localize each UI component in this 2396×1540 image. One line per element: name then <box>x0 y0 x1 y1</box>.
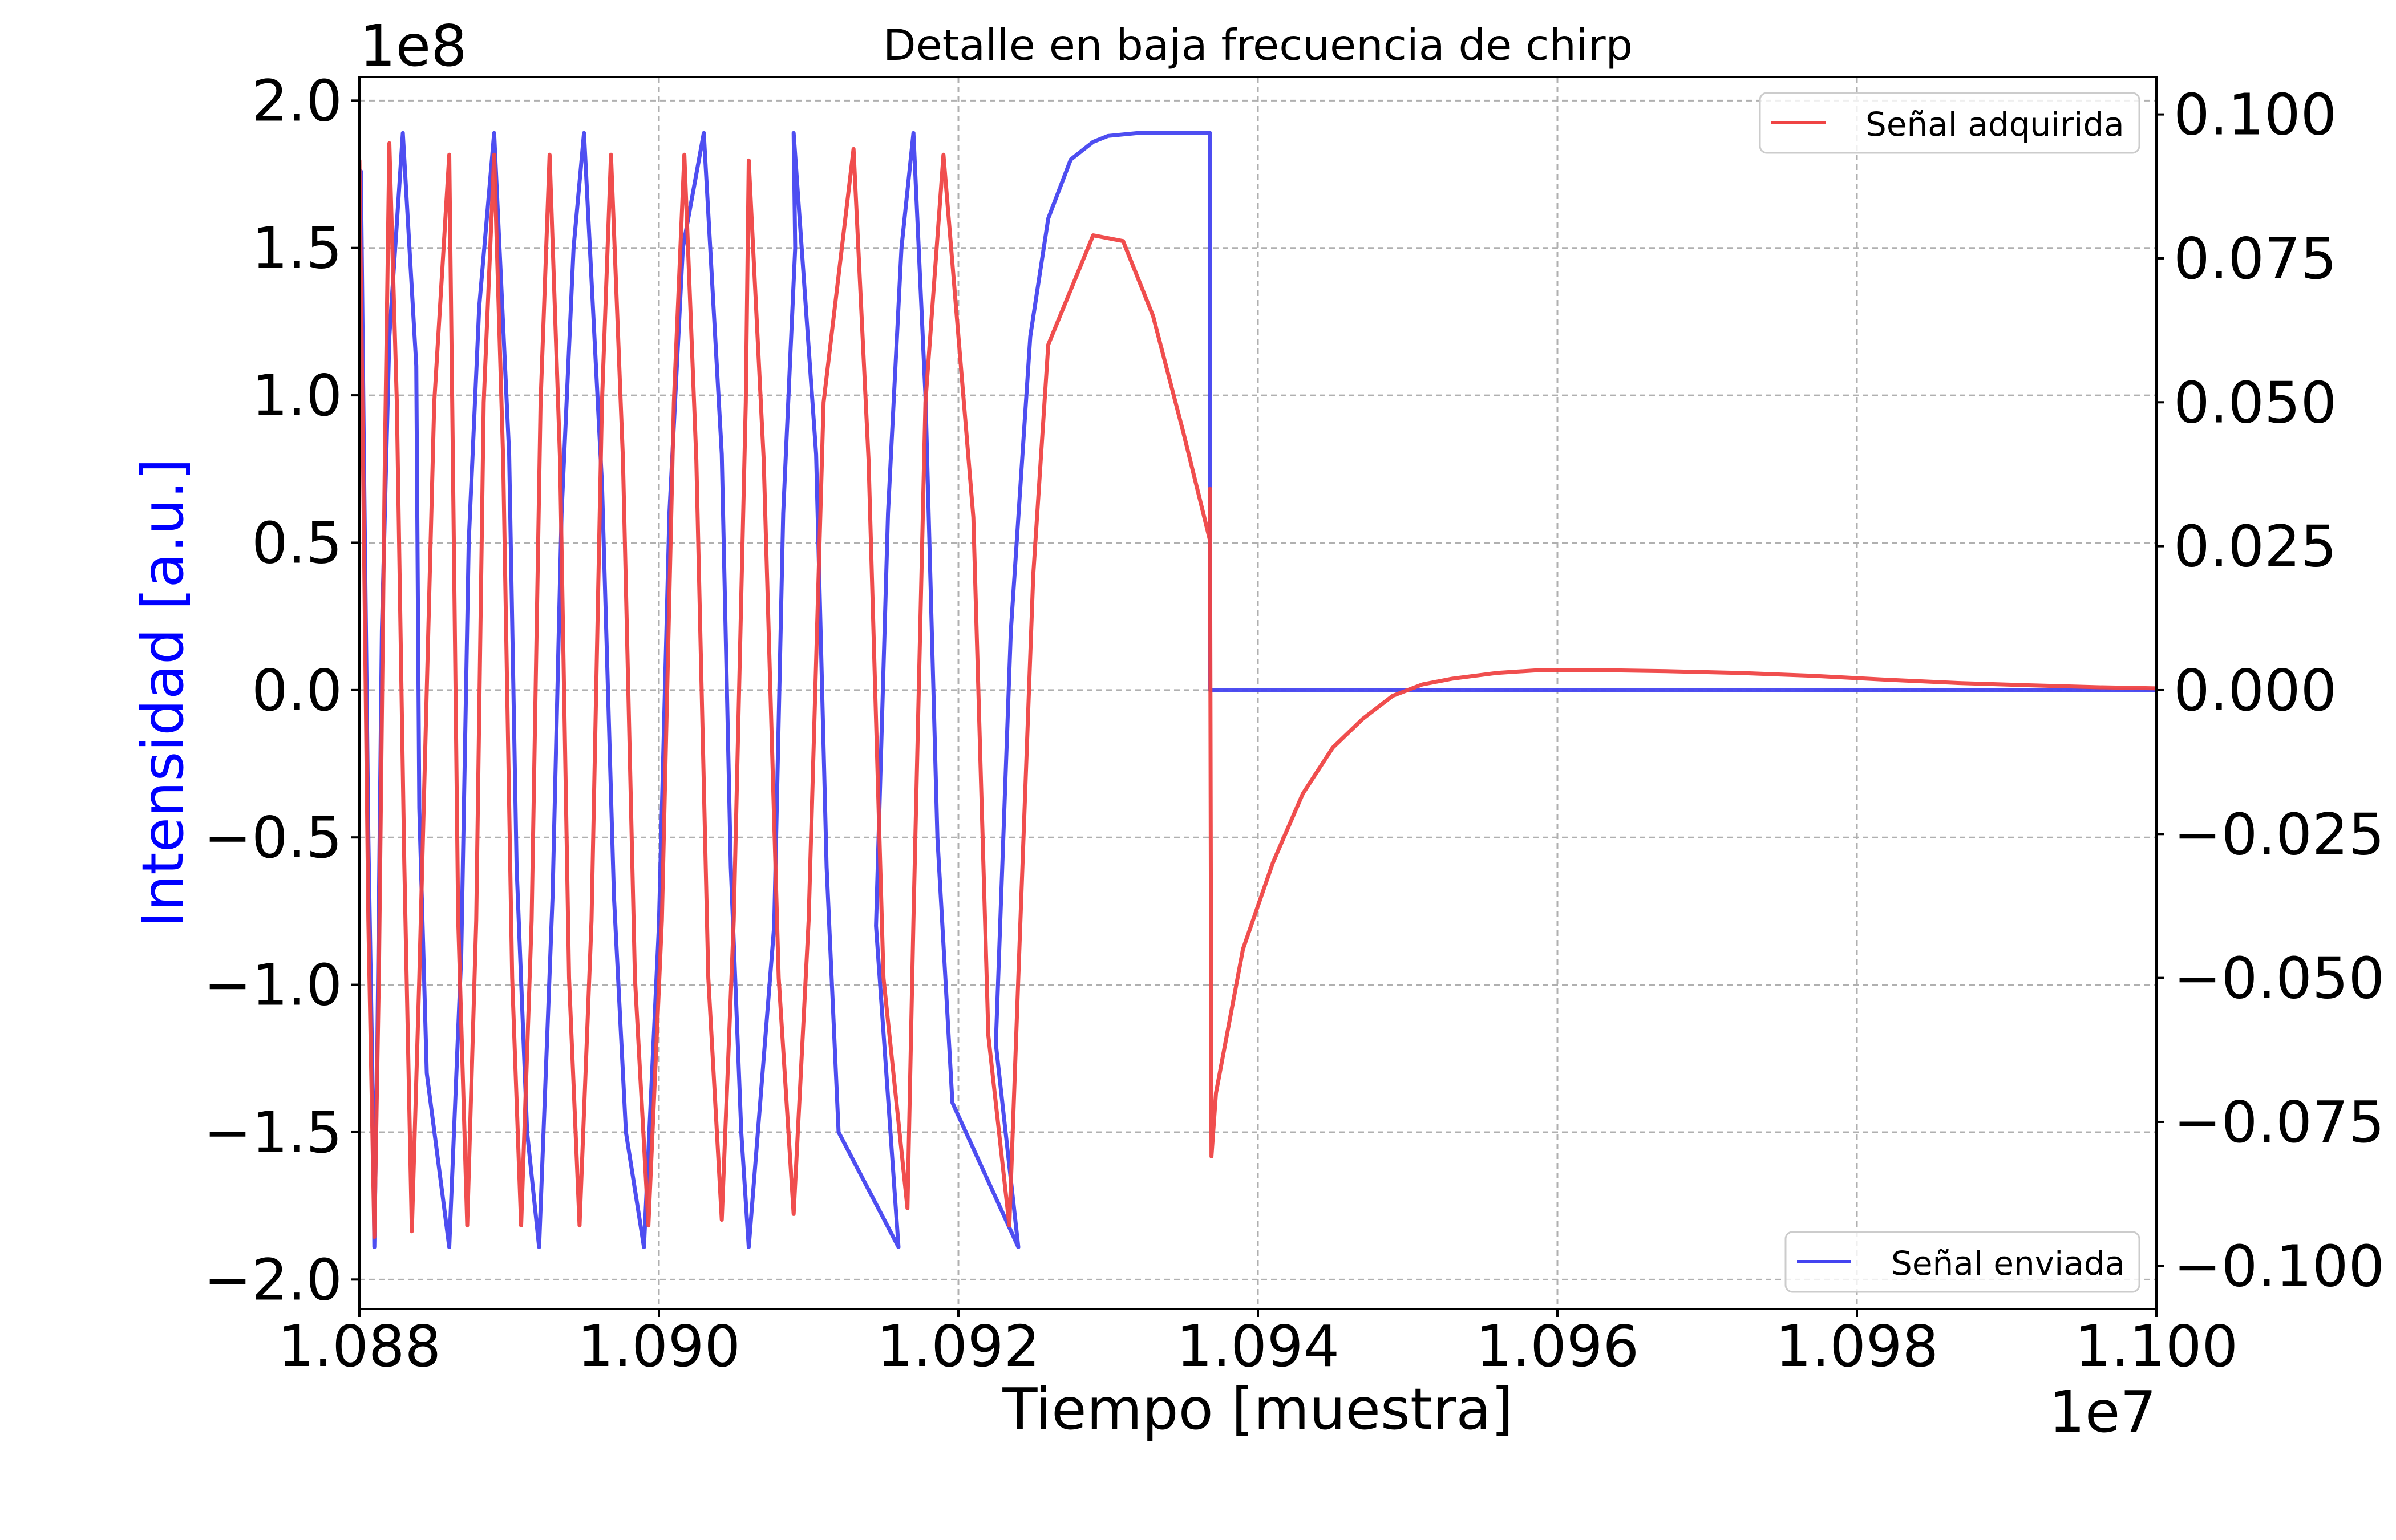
chart-title: Detalle en baja frecuencia de chirp <box>883 20 1633 70</box>
x-tick-label: 1.100 <box>2075 1313 2238 1380</box>
series-line-senal-enviada <box>359 131 2156 1249</box>
y-axis-label: Intensidad [a.u.] <box>129 458 196 927</box>
x-tick-label: 1.094 <box>1176 1313 1339 1380</box>
legend-label: Señal enviada <box>1891 1244 2125 1283</box>
y-tick-label: −1.0 <box>204 952 342 1019</box>
y2-tick-label: 0.075 <box>2174 225 2337 292</box>
y2-axis-ticks: 0.100 0.075 0.050 0.025 0.000 −0.025 −0.050 −0.… <box>2156 82 2385 1299</box>
x-tick-label: 1.090 <box>577 1313 740 1380</box>
legend-senal-enviada: Señal enviada <box>1784 1231 2140 1293</box>
y2-tick-label: 0.050 <box>2174 369 2337 436</box>
y-offset-text: 1e8 <box>359 13 467 79</box>
x-tick-label: 1.096 <box>1476 1313 1639 1380</box>
x-offset-text: 1e7 <box>2049 1379 2156 1445</box>
x-tick-label: 1.092 <box>877 1313 1040 1380</box>
y-tick-label: −1.5 <box>204 1099 342 1166</box>
y2-tick-label: −0.100 <box>2174 1233 2385 1299</box>
y2-tick-label: 0.025 <box>2174 513 2337 580</box>
y2-tick-label: −0.050 <box>2174 945 2385 1012</box>
x-axis-label: Tiempo [muestra] <box>1002 1376 1513 1442</box>
legend-senal-adquirida: Señal adquirida <box>1759 92 2140 154</box>
legend-box <box>1759 92 2140 154</box>
y-tick-label: 2.0 <box>252 67 342 134</box>
legend-box <box>1784 1231 2140 1293</box>
y-tick-label: 1.5 <box>252 215 342 282</box>
y-tick-label: 1.0 <box>252 362 342 429</box>
legend-label: Señal adquirida <box>1865 105 2124 144</box>
series-layer <box>359 131 2156 1249</box>
y-axis-ticks: 2.0 1.5 1.0 0.5 0.0 −0.5 −1.0 −1.5 −2.0 <box>204 67 359 1313</box>
y2-tick-label: −0.075 <box>2174 1089 2385 1156</box>
x-tick-label: 1.098 <box>1775 1313 1938 1380</box>
series-line-senal-adquirida <box>359 141 2156 1239</box>
x-tick-label: 1.088 <box>278 1313 441 1380</box>
y2-tick-label: 0.100 <box>2174 82 2337 148</box>
y-tick-label: 0.0 <box>252 657 342 724</box>
y2-tick-label: −0.025 <box>2174 801 2385 868</box>
y2-tick-label: 0.000 <box>2174 657 2337 724</box>
y-tick-label: 0.5 <box>252 509 342 576</box>
y-tick-label: −2.0 <box>204 1246 342 1313</box>
x-axis-ticks: 1.088 1.090 1.092 1.094 1.096 1.098 1.100 <box>278 1309 2238 1380</box>
y-tick-label: −0.5 <box>204 804 342 871</box>
